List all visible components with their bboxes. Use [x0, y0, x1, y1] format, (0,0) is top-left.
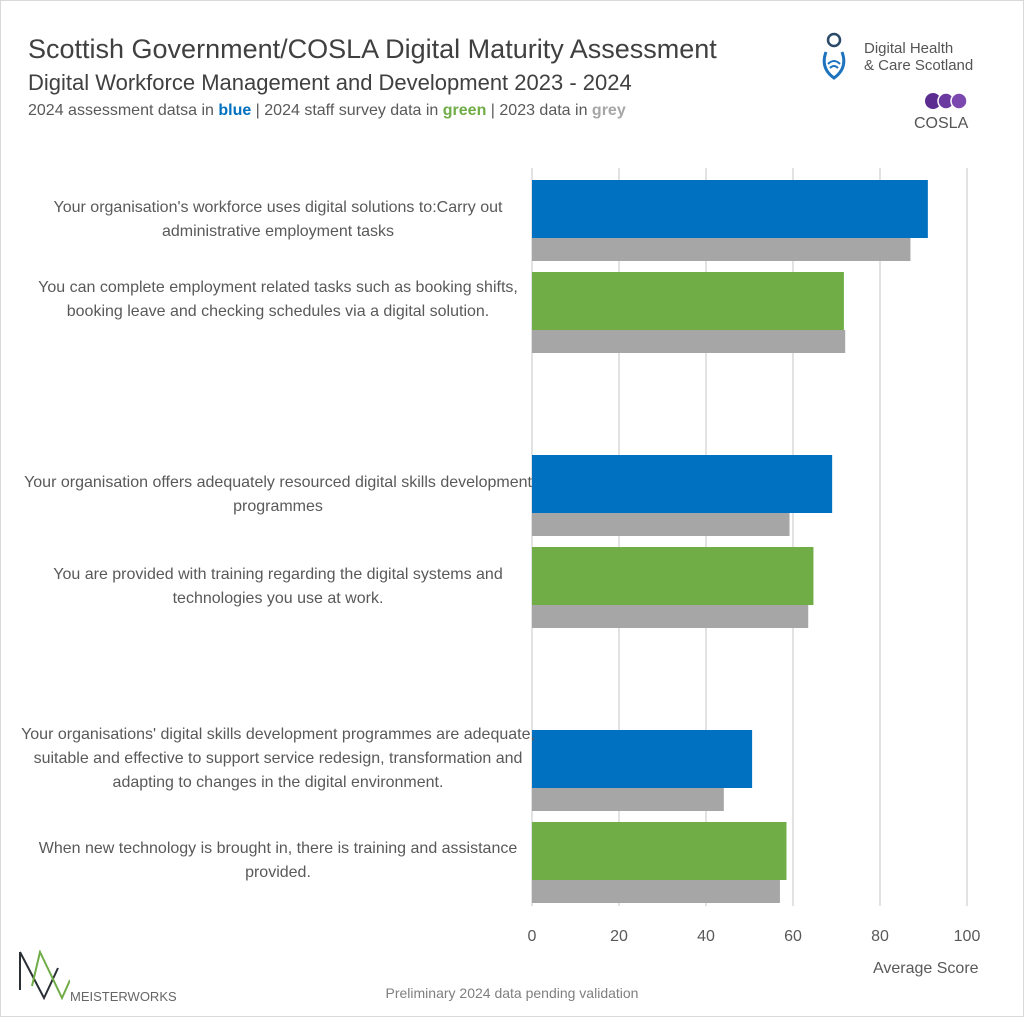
bar-2023: [532, 880, 780, 903]
cosla-logo-icon: [925, 92, 968, 110]
x-axis-title: Average Score: [873, 960, 979, 977]
bar-2023: [532, 238, 911, 261]
category-label: Your organisation's workforce uses digit…: [53, 199, 503, 240]
x-tick-label: 20: [610, 928, 628, 945]
legend-text: 2024 assessment datsa in: [28, 102, 219, 119]
legend-blue: blue: [218, 102, 252, 119]
cosla-text: COSLA: [914, 115, 969, 132]
chart-subtitle: Digital Workforce Management and Develop…: [28, 70, 632, 95]
bar-2023: [532, 788, 724, 811]
bar-2024: [532, 822, 787, 880]
dhcs-line1: Digital Health: [864, 40, 954, 57]
x-tick-label: 60: [784, 928, 802, 945]
category-label: Your organisation offers adequately reso…: [24, 474, 532, 515]
dhcs-logo-icon: [822, 32, 846, 80]
category-label: You can complete employment related task…: [38, 279, 518, 320]
cosla-logo: COSLA: [914, 92, 974, 133]
category-label: When new technology is brought in, there…: [38, 840, 518, 881]
color-legend: 2024 assessment datsa in blue | 2024 sta…: [28, 102, 626, 120]
bar-2024: [532, 730, 753, 788]
category-label: Your organisations' digital skills devel…: [21, 726, 535, 791]
bar-2024: [532, 455, 833, 513]
legend-text: | 2024 staff survey data in: [251, 102, 443, 119]
footer-note: Preliminary 2024 data pending validation: [385, 985, 639, 1001]
x-tick-label: 40: [697, 928, 715, 945]
legend-text: | 2023 data in: [486, 102, 592, 119]
dhcs-logo: Digital Health & Care Scotland: [820, 32, 990, 82]
bar-2023: [532, 330, 846, 353]
bar-2023: [532, 605, 809, 628]
chart-title: Scottish Government/COSLA Digital Maturi…: [28, 34, 717, 64]
x-tick-label: 100: [954, 928, 981, 945]
meisterworks-logo-icon: [19, 949, 71, 1001]
bar-2024: [532, 547, 814, 605]
dhcs-line2: & Care Scotland: [864, 57, 974, 74]
bar-2024: [532, 180, 928, 238]
legend-grey: grey: [591, 102, 626, 119]
legend-green: green: [442, 102, 487, 119]
category-label: You are provided with training regarding…: [53, 566, 503, 607]
x-tick-label: 0: [528, 928, 537, 945]
x-tick-label: 80: [871, 928, 889, 945]
meisterworks-text: MEISTERWORKS: [70, 989, 177, 1004]
meisterworks-logo: MEISTERWORKS: [18, 949, 177, 1007]
bar-2024: [532, 272, 844, 330]
bar-2023: [532, 513, 790, 536]
